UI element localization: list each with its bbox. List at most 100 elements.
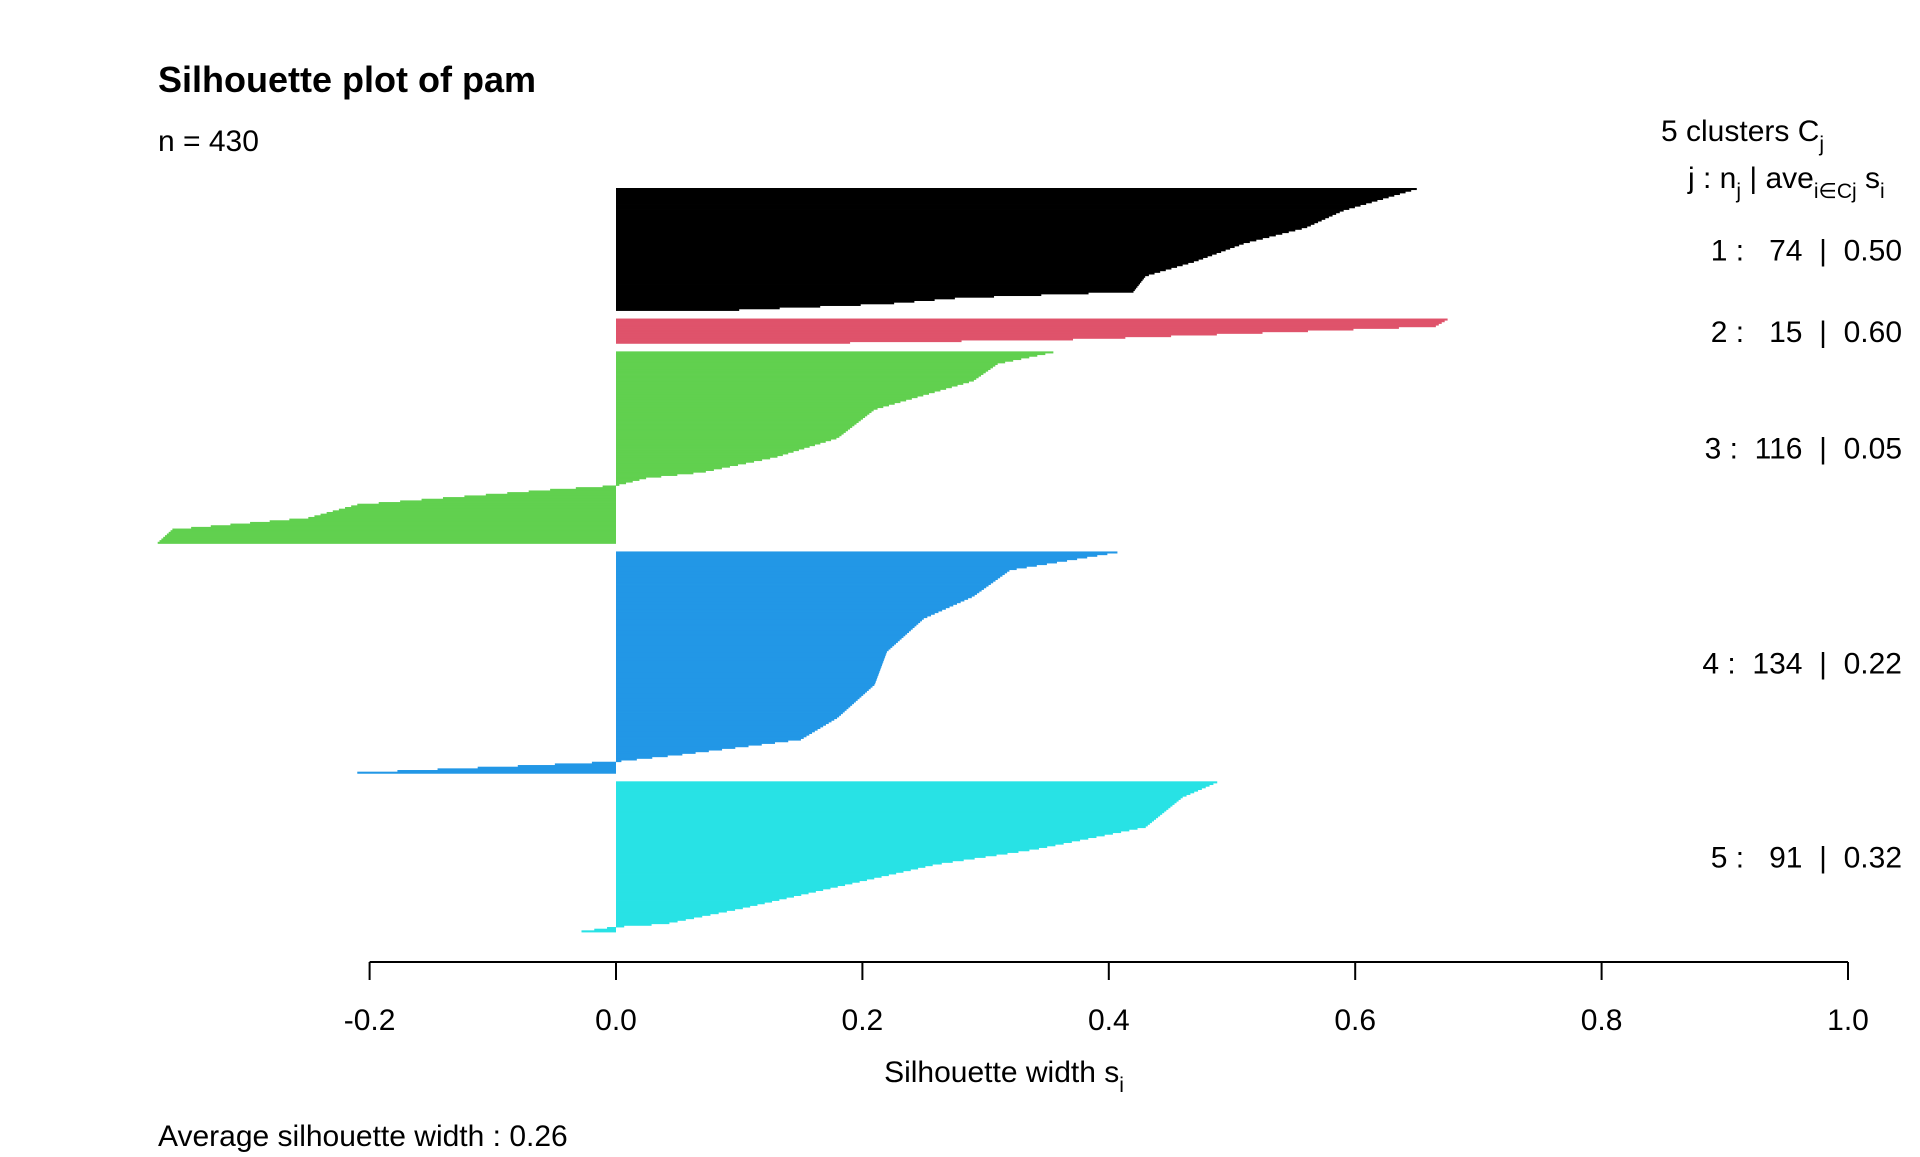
- silhouette-bar: [616, 712, 843, 715]
- legend-header-j: j : n: [1687, 162, 1736, 195]
- silhouette-bar: [157, 541, 616, 544]
- silhouette-bar: [616, 483, 620, 486]
- silhouette-bar: [616, 760, 622, 763]
- silhouette-bar: [616, 229, 1296, 232]
- silhouette-bar: [616, 601, 961, 604]
- silhouette-bar: [616, 639, 900, 642]
- silhouette-bar: [616, 880, 860, 883]
- silhouette-bar: [616, 611, 939, 614]
- silhouette-bar: [616, 292, 1089, 295]
- silhouette-bar: [616, 654, 886, 657]
- silhouette-bar: [616, 410, 872, 414]
- silhouette-bar: [616, 801, 1177, 804]
- silhouette-bar: [616, 634, 906, 637]
- silhouette-bar: [616, 832, 1113, 835]
- silhouette-bar: [616, 918, 686, 921]
- silhouette-bar: [616, 558, 1078, 561]
- silhouette-bar: [616, 650, 887, 653]
- silhouette-bar: [616, 885, 838, 888]
- silhouette-bar: [616, 680, 876, 683]
- chart-title: Silhouette plot of pam: [158, 59, 536, 100]
- cluster-4-bars: [357, 551, 1118, 774]
- silhouette-bar: [616, 553, 1108, 556]
- silhouette-bar: [616, 725, 824, 728]
- silhouette-bar: [616, 308, 740, 311]
- silhouette-bar: [616, 252, 1217, 255]
- silhouette-bar: [616, 280, 1142, 283]
- silhouette-bar: [616, 824, 1148, 827]
- silhouette-bar: [616, 596, 972, 599]
- silhouette-bar: [616, 300, 915, 303]
- silhouette-bar: [616, 791, 1195, 794]
- silhouette-bar: [616, 207, 1350, 210]
- silhouette-bar: [464, 495, 616, 498]
- n-label: n = 430: [158, 125, 259, 158]
- silhouette-bar: [616, 731, 813, 734]
- silhouette-bar: [616, 482, 627, 485]
- silhouette-bar: [616, 624, 917, 627]
- silhouette-bar: [616, 425, 853, 428]
- silhouette-bar: [616, 384, 958, 387]
- silhouette-bar: [616, 374, 982, 377]
- silhouette-bar: [616, 804, 1173, 807]
- silhouette-bar: [616, 685, 873, 688]
- silhouette-bar: [616, 244, 1240, 247]
- silhouette-bar: [616, 201, 1372, 204]
- silhouette-bar: [616, 335, 1172, 338]
- silhouette-bar: [616, 467, 722, 470]
- silhouette-bar: [166, 533, 616, 536]
- silhouette-bar: [616, 721, 829, 725]
- silhouette-bar: [616, 577, 998, 580]
- silhouette-bar: [616, 270, 1161, 273]
- silhouette-bar: [528, 490, 616, 493]
- silhouette-bar: [616, 568, 1017, 571]
- silhouette-bar: [616, 307, 780, 310]
- silhouette-bar: [616, 692, 866, 695]
- silhouette-bar: [616, 587, 984, 590]
- silhouette-bar: [616, 353, 1046, 356]
- silhouette-bar: [332, 510, 616, 513]
- silhouette-bar: [616, 609, 943, 612]
- silhouette-bar: [616, 888, 824, 892]
- silhouette-bar: [616, 217, 1326, 220]
- silhouette-bar: [616, 913, 711, 916]
- silhouette-bar: [616, 435, 840, 438]
- silhouette-bar: [616, 196, 1389, 199]
- silhouette-bar: [616, 231, 1289, 234]
- silhouette-bar: [616, 326, 1399, 329]
- silhouette-bar: [308, 516, 616, 520]
- silhouette-bar: [616, 212, 1337, 215]
- silhouette-bar: [616, 584, 989, 587]
- silhouette-bar: [616, 892, 809, 895]
- silhouette-bar: [616, 219, 1322, 222]
- silhouette-bar: [616, 303, 861, 306]
- silhouette-bar: [250, 521, 616, 524]
- silhouette-bar: [616, 850, 1019, 853]
- silhouette-bar: [616, 753, 683, 756]
- silhouette-bar: [616, 468, 714, 471]
- silhouette-bar: [616, 239, 1257, 242]
- legend-header-ave: | ave: [1741, 162, 1814, 195]
- silhouette-bar: [616, 581, 994, 584]
- silhouette-bar: [616, 297, 955, 300]
- silhouette-bar: [616, 827, 1138, 830]
- silhouette-bar: [616, 743, 762, 746]
- silhouette-bar: [616, 571, 1008, 574]
- silhouette-bar: [170, 530, 617, 533]
- silhouette-bar: [616, 740, 789, 743]
- silhouette-bar: [616, 797, 1181, 800]
- silhouette-bar: [616, 597, 969, 600]
- silhouette-bar: [616, 455, 778, 458]
- silhouette-bar: [616, 284, 1139, 287]
- legend-header-clusters: 5 clusters Cj: [1661, 115, 1824, 156]
- silhouette-bar: [616, 819, 1154, 822]
- x-tick-label: -0.2: [344, 1004, 396, 1037]
- silhouette-bar: [616, 831, 1122, 834]
- silhouette-bar: [210, 525, 616, 528]
- silhouette-bar: [616, 237, 1263, 240]
- silhouette-bar: [616, 781, 1218, 784]
- silhouette-bar: [616, 564, 1037, 567]
- silhouette-bar: [400, 500, 616, 503]
- silhouette-bar: [616, 645, 893, 648]
- silhouette-bar: [378, 502, 616, 505]
